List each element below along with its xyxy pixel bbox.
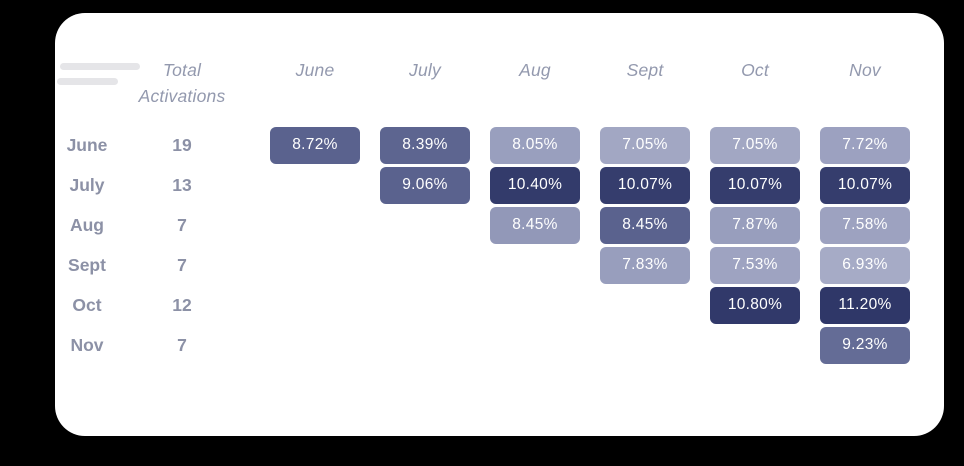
heatmap-cell[interactable]: 8.45% <box>490 206 580 244</box>
heatmap-body: June 19 8.72% 8.39% 8.05% 7.05% 7.05% 7.… <box>55 125 944 365</box>
column-header-nov: Nov <box>849 60 881 80</box>
column-header-total-activations: Total Activations <box>138 60 226 106</box>
cohort-card: Total Activations June July Aug Sept Oct… <box>55 13 944 436</box>
column-header-july: July <box>409 60 441 80</box>
row-label: Aug <box>69 214 105 235</box>
heatmap-cell[interactable]: 8.72% <box>270 126 360 164</box>
row-total-activations: 7 <box>177 214 187 235</box>
cohort-row-oct: Oct 12 10.80% 11.20% <box>55 285 944 325</box>
column-header-june: June <box>295 60 335 80</box>
column-header-sept: Sept <box>626 60 664 80</box>
skeleton-title-placeholder <box>57 63 140 85</box>
row-total-activations: 19 <box>172 134 192 155</box>
row-label: July <box>69 174 105 195</box>
column-header-oct: Oct <box>741 60 769 80</box>
heatmap-cell[interactable]: 10.07% <box>820 166 910 204</box>
cohort-row-july: July 13 9.06% 10.40% 10.07% 10.07% 10.07… <box>55 165 944 205</box>
cohort-row-aug: Aug 7 8.45% 8.45% 7.87% 7.58% <box>55 205 944 245</box>
row-total-activations: 12 <box>172 294 192 315</box>
cohort-row-june: June 19 8.72% 8.39% 8.05% 7.05% 7.05% 7.… <box>55 125 944 165</box>
heatmap-cell[interactable]: 9.06% <box>380 166 470 204</box>
heatmap-cell[interactable]: 6.93% <box>820 246 910 284</box>
heatmap-cell[interactable]: 7.53% <box>710 246 800 284</box>
heatmap-cell[interactable]: 11.20% <box>820 286 910 324</box>
heatmap-cell[interactable]: 8.45% <box>600 206 690 244</box>
row-label: Nov <box>70 334 104 355</box>
row-label: Oct <box>72 294 102 315</box>
header-row: Total Activations June July Aug Sept Oct… <box>55 57 944 109</box>
heatmap-cell[interactable]: 7.05% <box>600 126 690 164</box>
column-header-aug: Aug <box>519 60 551 80</box>
cohort-row-nov: Nov 7 9.23% <box>55 325 944 365</box>
heatmap-cell[interactable]: 7.72% <box>820 126 910 164</box>
heatmap-cell[interactable]: 7.87% <box>710 206 800 244</box>
heatmap-cell[interactable]: 7.05% <box>710 126 800 164</box>
heatmap-cell[interactable]: 8.05% <box>490 126 580 164</box>
row-label: Sept <box>68 254 106 275</box>
heatmap-cell[interactable]: 8.39% <box>380 126 470 164</box>
row-total-activations: 7 <box>177 334 187 355</box>
row-total-activations: 13 <box>172 174 192 195</box>
heatmap-cell[interactable]: 10.40% <box>490 166 580 204</box>
heatmap-cell[interactable]: 10.80% <box>710 286 800 324</box>
heatmap-cell[interactable]: 7.58% <box>820 206 910 244</box>
row-label: June <box>66 134 108 155</box>
heatmap-cell[interactable]: 7.83% <box>600 246 690 284</box>
cohort-row-sept: Sept 7 7.83% 7.53% 6.93% <box>55 245 944 285</box>
skeleton-bar-icon <box>57 78 118 85</box>
heatmap-cell[interactable]: 10.07% <box>600 166 690 204</box>
heatmap-cell[interactable]: 9.23% <box>820 326 910 364</box>
row-total-activations: 7 <box>177 254 187 275</box>
heatmap-cell[interactable]: 10.07% <box>710 166 800 204</box>
skeleton-bar-icon <box>60 63 140 70</box>
